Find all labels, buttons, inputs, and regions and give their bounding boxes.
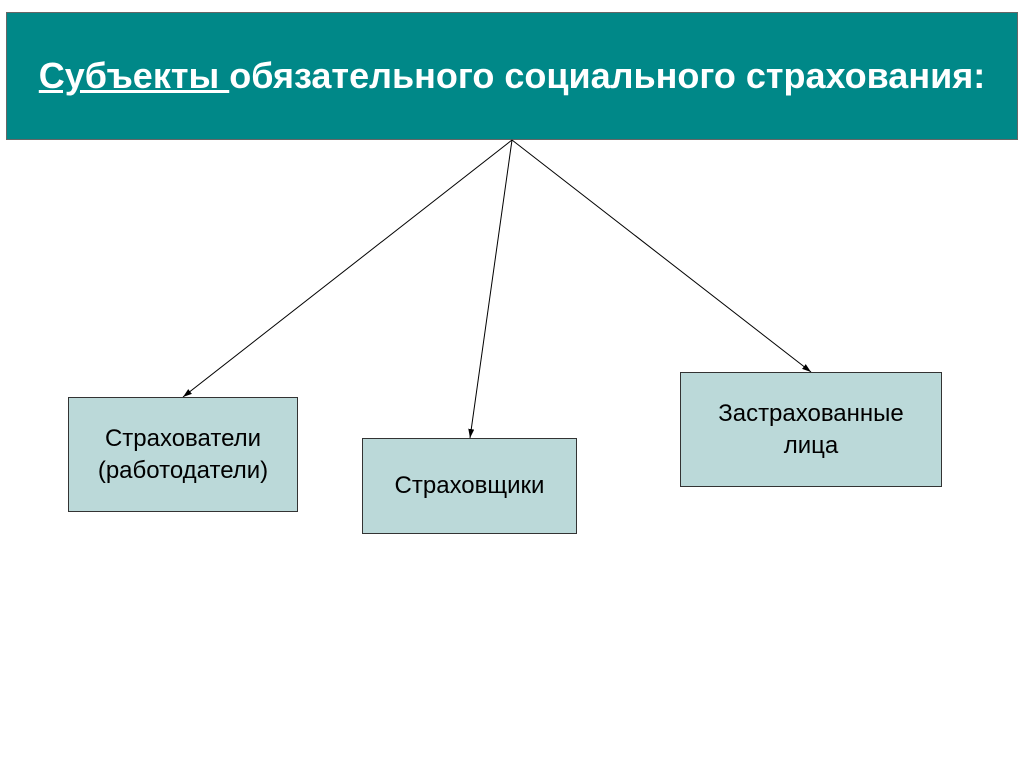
- child-node-label-3: Застрахованные лица: [689, 398, 933, 460]
- header-title: Субъекты обязательного социального страх…: [39, 53, 985, 100]
- child-node-label-2: Страховщики: [395, 470, 545, 501]
- child-node-1: Страхователи (работодатели): [68, 397, 298, 512]
- header-rest-text: обязательного социального страхования: [229, 55, 973, 96]
- child-node-2: Страховщики: [362, 438, 577, 534]
- child-node-label-1: Страхователи (работодатели): [77, 423, 289, 485]
- header-box: Субъекты обязательного социального страх…: [6, 12, 1018, 140]
- child-node-3: Застрахованные лица: [680, 372, 942, 487]
- edge-arrow-3: [512, 140, 811, 372]
- edge-arrow-2: [470, 140, 512, 438]
- header-underlined-text: Субъекты: [39, 55, 229, 96]
- header-colon: :: [973, 55, 985, 96]
- edge-arrow-1: [183, 140, 512, 397]
